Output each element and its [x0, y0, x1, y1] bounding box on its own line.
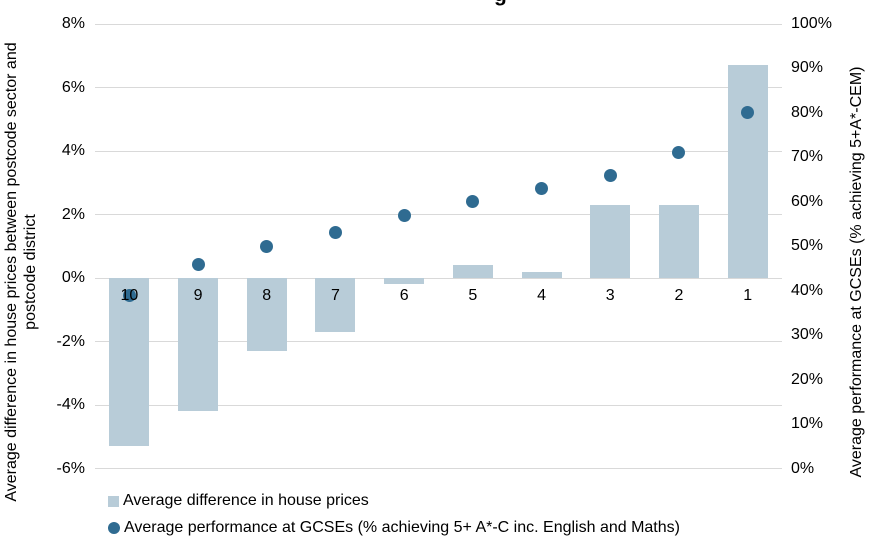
right-tick-label: 60% — [791, 192, 824, 210]
right-tick-label: 80% — [791, 103, 824, 121]
legend: Average difference in house prices Avera… — [108, 492, 680, 546]
right-axis-title: Average performance at GCSEs (% achievin… — [847, 37, 867, 507]
gridline — [95, 468, 782, 469]
x-axis-label: 7 — [330, 287, 340, 304]
bar — [452, 265, 493, 278]
bar — [384, 278, 425, 285]
bar — [590, 204, 631, 278]
chart-title-fragment-text: g — [494, 0, 507, 7]
left-tick-label: 4% — [61, 142, 85, 159]
x-axis-label: 8 — [262, 287, 272, 304]
left-tick-label: 0% — [61, 269, 85, 286]
bar — [521, 271, 562, 278]
gcse-dot — [466, 195, 480, 209]
x-axis-label: 10 — [120, 287, 139, 304]
x-axis-label: 2 — [674, 287, 684, 304]
bar — [727, 65, 768, 278]
bar-series-swatch-icon — [108, 495, 119, 507]
right-tick-label: 90% — [791, 59, 824, 77]
legend-label: Average difference in house prices — [123, 492, 369, 509]
left-tick-label: -6% — [56, 459, 85, 477]
right-tick-label: 50% — [791, 237, 824, 255]
gcse-dot — [603, 168, 617, 182]
gcse-dot — [328, 226, 342, 240]
legend-item-house-prices: Average difference in house prices — [108, 492, 680, 510]
x-axis-label: 4 — [537, 287, 546, 304]
gcse-dot — [741, 106, 755, 120]
gcse-dot — [191, 257, 205, 271]
gcse-dot — [122, 288, 136, 302]
dot-series-swatch-icon — [108, 522, 120, 534]
x-axis-label: 5 — [468, 287, 478, 304]
right-tick-label: 100% — [791, 15, 832, 32]
gridline — [95, 87, 782, 88]
bar — [109, 278, 150, 447]
bar — [315, 278, 356, 332]
x-axis-label: 3 — [605, 287, 615, 304]
bar — [178, 278, 219, 412]
gcse-dot — [535, 181, 549, 195]
legend-label: Average performance at GCSEs (% achievin… — [124, 519, 680, 536]
x-axis-label: 6 — [399, 287, 409, 304]
left-axis-title-line1: Average difference in house prices betwe… — [3, 42, 20, 502]
right-tick-label: 0% — [791, 459, 815, 477]
left-tick-label: -2% — [56, 332, 85, 350]
gridline — [95, 277, 782, 279]
gcse-dot — [397, 208, 411, 222]
gridline — [95, 214, 782, 215]
x-axis-label: 9 — [193, 287, 203, 304]
bar — [658, 204, 699, 278]
x-axis-label: 1 — [743, 287, 753, 304]
legend-item-gcse: Average performance at GCSEs (% achievin… — [108, 519, 680, 537]
left-tick-label: -4% — [56, 396, 85, 413]
right-axis-title-text: Average performance at GCSEs (% achievin… — [848, 66, 865, 478]
right-tick-label: 20% — [791, 370, 824, 388]
gridline — [95, 23, 782, 25]
right-tick-label: 30% — [791, 326, 824, 344]
gcse-dot — [260, 239, 274, 253]
right-tick-label: 40% — [791, 281, 824, 299]
right-tick-label: 70% — [791, 148, 824, 166]
chart-title-fragment: g — [488, 0, 522, 8]
gridline — [95, 150, 782, 152]
left-tick-label: 2% — [61, 205, 85, 223]
left-tick-label: 8% — [61, 15, 85, 32]
gridline — [95, 341, 782, 342]
gridline — [95, 404, 782, 406]
right-tick-label: 10% — [791, 415, 824, 433]
left-tick-label: 6% — [61, 78, 85, 96]
bar — [246, 278, 287, 352]
gcse-dot — [672, 146, 686, 160]
